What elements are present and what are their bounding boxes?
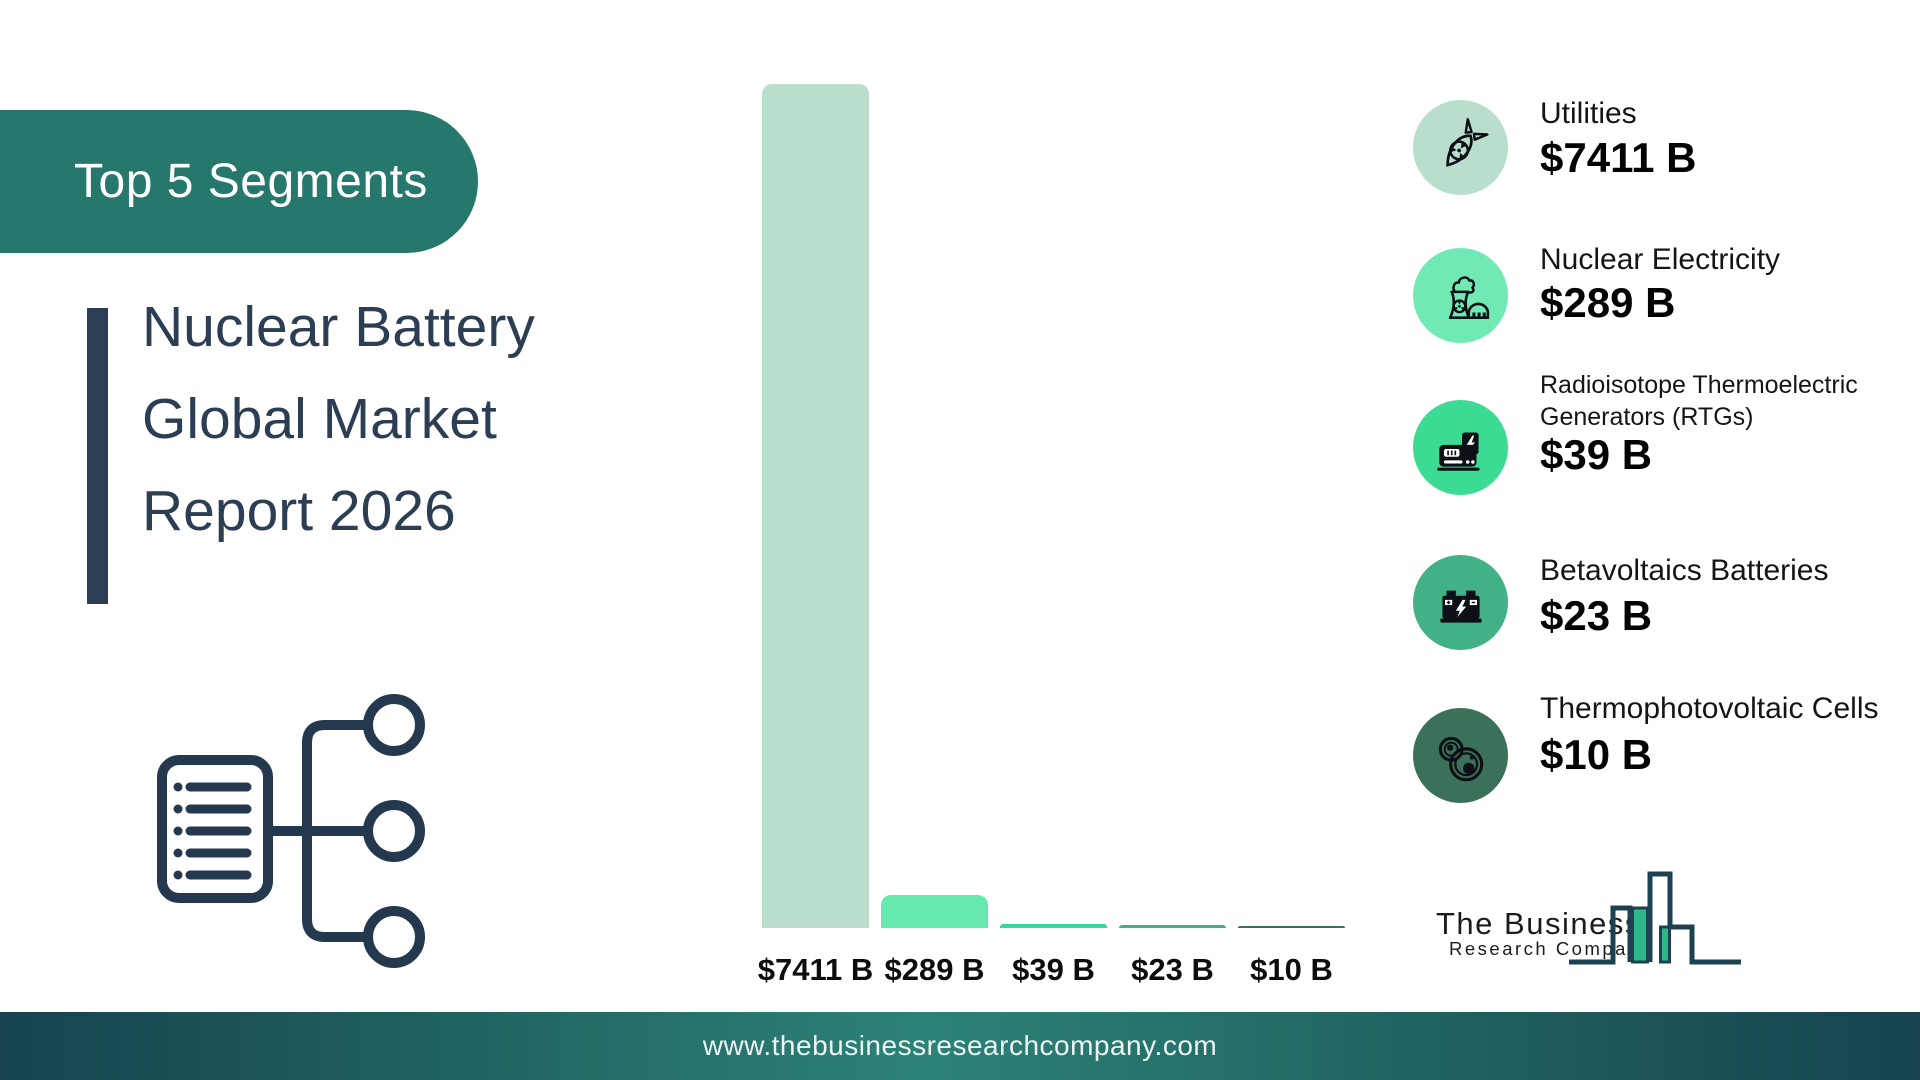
- legend-value: $10 B: [1540, 731, 1653, 778]
- legend-value: $23 B: [1540, 592, 1653, 639]
- legend-label: Thermophotovoltaic Cells: [1540, 692, 1879, 725]
- bar-1: [881, 895, 988, 928]
- title-accent-bar: [87, 308, 108, 604]
- bar-value-label-2: $39 B: [1012, 952, 1095, 987]
- legend-label: Utilities: [1540, 97, 1637, 130]
- cells-icon: [1438, 736, 1483, 781]
- banner-label: Top 5 Segments: [74, 155, 428, 208]
- title-line: Global Market: [142, 387, 497, 451]
- legend-swatch: [1413, 100, 1508, 195]
- legend-value: $39 B: [1540, 431, 1653, 478]
- nuclear-plant-icon: [1448, 275, 1489, 319]
- title-line: Nuclear Battery: [142, 295, 535, 359]
- nuclear-bomb-icon: [1445, 117, 1489, 167]
- bar-2: [1000, 923, 1107, 928]
- page-title: Nuclear Battery Global Market Report 202…: [142, 281, 535, 557]
- bar-4: [1238, 925, 1345, 928]
- logo-skyline-icon: [1569, 871, 1741, 965]
- legend-value: $7411 B: [1540, 134, 1697, 181]
- legend-value: $289 B: [1540, 279, 1676, 326]
- bar-value-label-1: $289 B: [884, 952, 985, 987]
- legend-label: Nuclear Electricity: [1540, 243, 1781, 276]
- chart-legend: Utilities $7411 B: [1413, 0, 1920, 900]
- logo-company-subname: Research Company: [1449, 938, 1653, 959]
- bar-3: [1119, 925, 1226, 928]
- bar-0: [762, 84, 869, 928]
- legend-swatch: [1413, 555, 1508, 650]
- legend-swatch: [1413, 708, 1508, 803]
- legend-swatch: [1413, 400, 1508, 495]
- top-5-segments-banner: Top 5 Segments: [0, 110, 478, 253]
- logo-company-name: The Business: [1436, 906, 1642, 941]
- rtg-generator-icon: [1436, 432, 1480, 471]
- legend-label: Radioisotope Thermoelectric Generators (…: [1540, 371, 1858, 431]
- footer-bar: www.thebusinessresearchcompany.com: [0, 1012, 1920, 1080]
- bar-value-label-3: $23 B: [1131, 952, 1214, 987]
- footer-url[interactable]: www.thebusinessresearchcompany.com: [702, 1030, 1218, 1061]
- legend-label: Betavoltaics Batteries: [1540, 554, 1829, 587]
- bar-value-label-4: $10 B: [1250, 952, 1333, 987]
- title-line: Report 2026: [142, 479, 456, 543]
- list-diagram-icon: [157, 694, 425, 968]
- bar-value-label-0: $7411 B: [757, 952, 874, 987]
- legend-swatch: [1413, 248, 1508, 343]
- car-battery-icon: [1439, 590, 1482, 623]
